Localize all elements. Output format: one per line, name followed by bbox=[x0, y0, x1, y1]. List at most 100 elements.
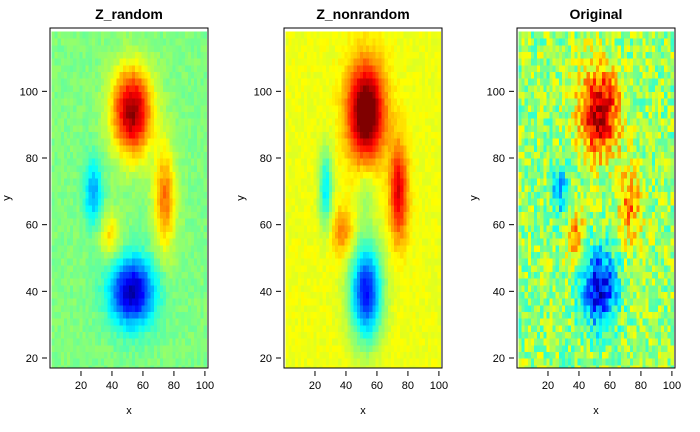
heatmap-cell bbox=[378, 344, 383, 352]
heatmap-cell bbox=[313, 284, 318, 292]
heatmap-cell bbox=[372, 344, 376, 352]
heatmap-cell bbox=[107, 178, 112, 186]
heatmap-cell bbox=[335, 118, 339, 126]
heatmap-cell bbox=[316, 271, 321, 279]
heatmap-cell bbox=[141, 364, 146, 368]
heatmap-cell bbox=[356, 204, 361, 212]
heatmap-cell bbox=[138, 144, 142, 152]
heatmap-cell bbox=[194, 324, 198, 332]
heatmap-cell bbox=[406, 278, 411, 286]
heatmap-cell bbox=[73, 338, 77, 346]
heatmap-cell bbox=[57, 304, 62, 312]
heatmap-cell bbox=[322, 344, 327, 352]
heatmap-cell bbox=[135, 238, 139, 246]
heatmap-cell bbox=[94, 351, 99, 359]
heatmap-cell bbox=[172, 178, 177, 186]
heatmap-cell bbox=[144, 118, 149, 126]
heatmap-cell bbox=[393, 211, 398, 219]
heatmap-cell bbox=[437, 264, 442, 272]
heatmap-cell bbox=[88, 238, 93, 246]
heatmap-cell bbox=[397, 104, 401, 112]
heatmap-cell bbox=[316, 338, 321, 346]
heatmap-cell bbox=[406, 84, 411, 92]
heatmap-cell bbox=[82, 98, 87, 106]
heatmap-cell bbox=[98, 118, 102, 126]
heatmap-cell bbox=[79, 138, 84, 146]
heatmap-cell bbox=[384, 171, 389, 179]
heatmap-cell bbox=[159, 331, 164, 339]
heatmap-cell bbox=[406, 211, 411, 219]
heatmap-cell bbox=[184, 278, 189, 286]
heatmap-cell bbox=[341, 198, 346, 206]
heatmap-cell bbox=[421, 244, 426, 252]
heatmap-cell bbox=[163, 98, 167, 106]
heatmap-cell bbox=[375, 358, 380, 366]
heatmap-cell bbox=[51, 284, 56, 292]
heatmap-cell bbox=[319, 211, 324, 219]
heatmap-cell bbox=[393, 231, 398, 239]
heatmap-cell bbox=[418, 64, 423, 72]
heatmap-cell bbox=[431, 51, 435, 59]
heatmap-cell bbox=[138, 84, 142, 92]
heatmap-cell bbox=[297, 91, 302, 99]
heatmap-cell bbox=[156, 138, 161, 146]
heatmap-cell bbox=[356, 144, 361, 152]
heatmap-cell bbox=[82, 204, 87, 212]
heatmap-cell bbox=[322, 278, 327, 286]
heatmap-cell bbox=[187, 38, 192, 46]
heatmap-cell bbox=[322, 111, 327, 119]
heatmap-cell bbox=[187, 158, 192, 166]
heatmap-cell bbox=[141, 164, 146, 172]
heatmap-cell bbox=[304, 44, 308, 52]
heatmap-cell bbox=[375, 258, 380, 266]
heatmap-cell bbox=[73, 251, 77, 259]
heatmap-cell bbox=[181, 264, 186, 272]
heatmap-cell bbox=[387, 131, 392, 139]
heatmap-cell bbox=[153, 364, 158, 368]
heatmap-cell bbox=[356, 184, 361, 192]
heatmap-cell bbox=[98, 344, 102, 352]
heatmap-cell bbox=[294, 58, 299, 66]
heatmap-cell bbox=[79, 324, 84, 332]
heatmap-cell bbox=[304, 191, 308, 199]
heatmap-cell bbox=[378, 284, 383, 292]
heatmap-cell bbox=[409, 144, 414, 152]
heatmap-cell bbox=[375, 304, 380, 312]
heatmap-cell bbox=[73, 324, 77, 332]
heatmap-cell bbox=[285, 204, 290, 212]
heatmap-cell bbox=[76, 98, 81, 106]
heatmap-cell bbox=[366, 158, 370, 166]
heatmap-cell bbox=[356, 338, 361, 346]
heatmap-cell bbox=[347, 131, 352, 139]
heatmap-cell bbox=[147, 311, 152, 319]
heatmap-cell bbox=[184, 124, 189, 132]
heatmap-cell bbox=[70, 224, 74, 232]
heatmap-cell bbox=[418, 304, 423, 312]
heatmap-cell bbox=[150, 111, 155, 119]
heatmap-cell bbox=[297, 131, 302, 139]
heatmap-cell bbox=[187, 144, 192, 152]
heatmap-cell bbox=[125, 211, 130, 219]
heatmap-cell bbox=[366, 144, 370, 152]
heatmap-cell bbox=[163, 298, 167, 306]
heatmap-cell bbox=[82, 258, 87, 266]
heatmap-cell bbox=[307, 218, 311, 226]
heatmap-cell bbox=[387, 98, 392, 106]
heatmap-cell bbox=[119, 198, 124, 206]
heatmap-cell bbox=[200, 91, 204, 99]
heatmap-cell bbox=[138, 318, 142, 326]
heatmap-cell bbox=[203, 71, 208, 79]
heatmap-cell bbox=[150, 358, 155, 366]
heatmap-cell bbox=[129, 91, 133, 99]
heatmap-cell bbox=[403, 104, 407, 112]
heatmap-cell bbox=[393, 318, 398, 326]
heatmap-cell bbox=[341, 164, 346, 172]
heatmap-cell bbox=[301, 338, 305, 346]
heatmap-cell bbox=[73, 111, 77, 119]
heatmap-cell bbox=[54, 164, 59, 172]
heatmap-cell bbox=[175, 344, 180, 352]
heatmap-cell bbox=[73, 138, 77, 146]
heatmap-cell bbox=[338, 311, 342, 319]
heatmap-cell bbox=[156, 184, 161, 192]
heatmap-cell bbox=[372, 118, 376, 126]
